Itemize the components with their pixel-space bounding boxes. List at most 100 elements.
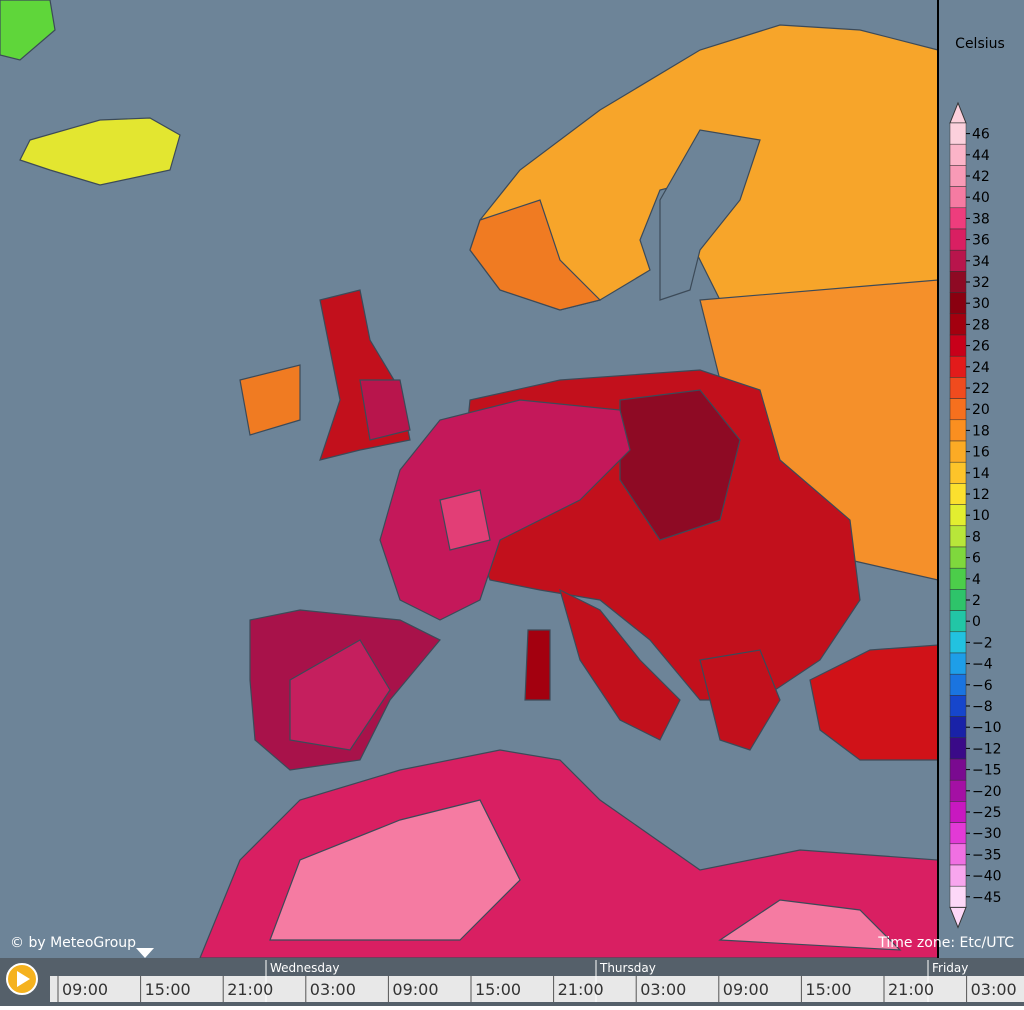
- scale-swatch: [949, 165, 967, 187]
- scale-swatch: [949, 143, 967, 166]
- scale-arrow-bottom: [949, 906, 967, 929]
- color-scale: 4644424038363432302826242220181614121086…: [949, 101, 1002, 929]
- scale-label: −40: [972, 869, 1002, 885]
- scale-swatch: [949, 546, 967, 569]
- scale-swatch: [949, 864, 967, 887]
- scale-label: 18: [972, 423, 990, 439]
- scale-swatch: [949, 483, 967, 505]
- time-label[interactable]: 21:00: [558, 980, 604, 999]
- day-label: Wednesday: [270, 961, 339, 975]
- scale-swatch: [949, 419, 967, 442]
- scale-swatch: [949, 779, 967, 802]
- time-label[interactable]: 03:00: [971, 980, 1017, 999]
- scale-swatch: [949, 504, 967, 527]
- scale-label: −15: [972, 763, 1002, 779]
- scale-swatch: [949, 313, 967, 336]
- scale-swatch: [949, 695, 967, 717]
- land: [0, 0, 939, 959]
- scale-label: −30: [972, 826, 1002, 842]
- scale-swatch: [949, 355, 967, 378]
- scale-swatch: [949, 652, 967, 675]
- scale-swatch: [949, 801, 967, 823]
- scale-label: −8: [972, 699, 993, 715]
- scale-label: 32: [972, 275, 990, 291]
- scale-label: 42: [972, 169, 990, 185]
- scale-swatch: [949, 737, 967, 760]
- scale-label: −20: [972, 784, 1002, 800]
- scale-label: 24: [972, 360, 990, 376]
- scale-label: 30: [972, 296, 990, 312]
- scale-label: 4: [972, 572, 981, 588]
- scale-label: 44: [972, 148, 990, 164]
- scale-swatch: [949, 610, 967, 633]
- legend-title: Celsius: [955, 36, 1005, 52]
- scale-label: 10: [972, 508, 990, 524]
- scale-label: −4: [972, 657, 993, 673]
- scale-swatch: [949, 567, 967, 590]
- scale-swatch: [949, 249, 967, 272]
- scale-swatch: [949, 186, 967, 209]
- scale-label: 14: [972, 466, 990, 482]
- timeline-track: [50, 976, 1024, 1002]
- scale-label: 34: [972, 254, 990, 270]
- scale-label: 12: [972, 487, 990, 503]
- scale-swatch: [949, 758, 967, 781]
- time-label[interactable]: 21:00: [227, 980, 273, 999]
- scale-label: 20: [972, 402, 990, 418]
- scale-label: 16: [972, 445, 990, 461]
- scale-swatch: [949, 461, 967, 484]
- scale-swatch: [949, 122, 967, 145]
- scale-label: 28: [972, 317, 990, 333]
- play-icon[interactable]: [17, 971, 30, 987]
- scale-swatch: [949, 843, 967, 866]
- scale-swatch: [949, 207, 967, 230]
- scale-label: 26: [972, 339, 990, 355]
- scale-swatch: [949, 334, 967, 357]
- scale-swatch: [949, 377, 967, 399]
- scale-swatch: [949, 673, 967, 696]
- scale-label: 36: [972, 233, 990, 249]
- scale-label: 46: [972, 127, 990, 143]
- time-label[interactable]: 15:00: [145, 980, 191, 999]
- scale-swatch: [949, 631, 967, 654]
- scale-swatch: [949, 271, 967, 293]
- time-label[interactable]: 03:00: [640, 980, 686, 999]
- scale-swatch: [949, 822, 967, 845]
- scale-label: −35: [972, 847, 1002, 863]
- scale-label: −12: [972, 741, 1002, 757]
- scale-swatch: [949, 292, 967, 315]
- scale-label: 40: [972, 190, 990, 206]
- time-marker[interactable]: [136, 948, 154, 958]
- timezone: Time zone: Etc/UTC: [877, 935, 1014, 951]
- time-label[interactable]: 09:00: [723, 980, 769, 999]
- scale-swatch: [949, 589, 967, 611]
- scale-label: 0: [972, 614, 981, 630]
- credit: © by MeteoGroup: [10, 935, 136, 951]
- scale-swatch: [949, 228, 967, 251]
- scale-swatch: [949, 716, 967, 739]
- scale-label: −25: [972, 805, 1002, 821]
- scale-label: −10: [972, 720, 1002, 736]
- time-label[interactable]: 09:00: [62, 980, 108, 999]
- scale-label: 38: [972, 211, 990, 227]
- time-label[interactable]: 09:00: [392, 980, 438, 999]
- time-label[interactable]: 15:00: [805, 980, 851, 999]
- day-label: Thursday: [599, 961, 656, 975]
- time-label[interactable]: 21:00: [888, 980, 934, 999]
- scale-label: −45: [972, 890, 1002, 906]
- scale-label: 22: [972, 381, 990, 397]
- day-label: Friday: [932, 961, 968, 975]
- scale-swatch: [949, 525, 967, 548]
- time-label[interactable]: 03:00: [310, 980, 356, 999]
- scale-swatch: [949, 398, 967, 421]
- scale-label: −6: [972, 678, 993, 694]
- scale-label: −2: [972, 635, 993, 651]
- scale-label: 2: [972, 593, 981, 609]
- scale-swatch: [949, 440, 967, 463]
- scale-label: 6: [972, 551, 981, 567]
- timeline: Wednesday Thursday Friday 09:00 15:00 21:00 03…: [57, 960, 1017, 1002]
- scale-swatch: [949, 885, 967, 908]
- time-label[interactable]: 15:00: [475, 980, 521, 999]
- scale-label: 8: [972, 529, 981, 545]
